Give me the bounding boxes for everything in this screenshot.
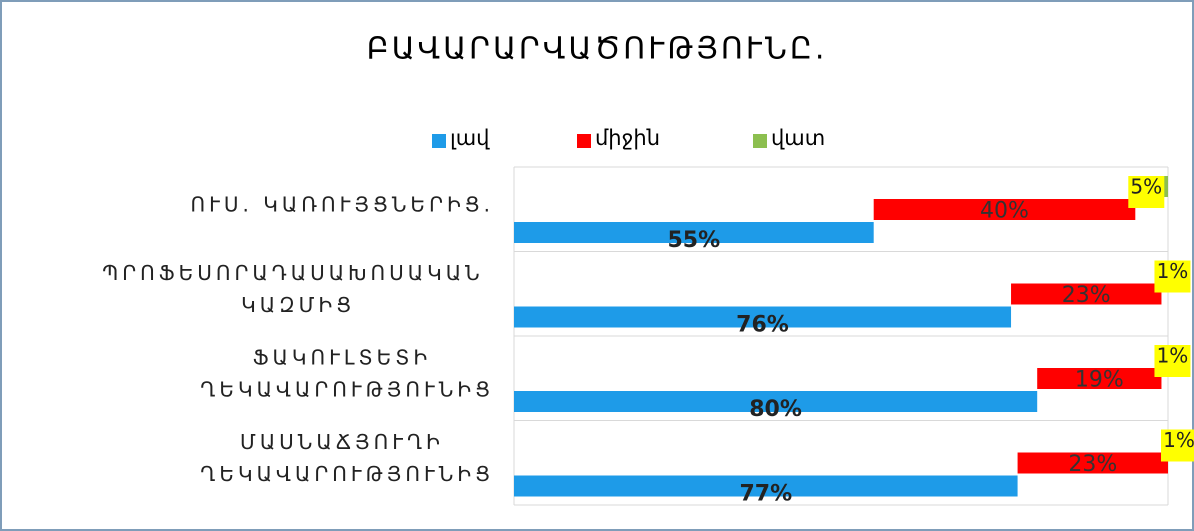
data-label: 1%	[1157, 344, 1189, 368]
bar	[1037, 368, 1162, 389]
data-label: 77%	[739, 482, 792, 507]
data-label-box	[1154, 260, 1191, 293]
chart-title: ԲԱՎԱՐԱՐՎԱԾՈՒԹՅՈՒՆԸ.	[367, 32, 828, 67]
data-label: 1%	[1163, 428, 1194, 452]
bar	[1017, 452, 1168, 474]
bar	[514, 391, 1038, 412]
data-label: 40%	[980, 199, 1029, 224]
bar	[873, 199, 1136, 220]
legend-swatch	[753, 134, 767, 148]
bar	[1011, 283, 1162, 305]
data-label-box	[1161, 429, 1194, 462]
data-label: 55%	[668, 228, 721, 253]
data-label: 80%	[749, 397, 802, 422]
legend-swatch	[432, 134, 446, 148]
data-label: 1%	[1157, 259, 1189, 283]
legend-label: լավ	[450, 126, 490, 150]
y-tick-label: ՖԱԿՈՒԼՏԵՏԻ ՂԵԿԱՎԱՐՈՒԹՅՈՒՆԻՑ	[200, 345, 494, 401]
y-tick-label: ՄԱՍՆԱՃՅՈՒՂԻ ՂԵԿԱՎԱՐՈՒԹՅՈՒՆԻՑ	[200, 429, 494, 485]
data-label: 23%	[1062, 283, 1111, 308]
data-label-box	[1154, 345, 1191, 377]
bar	[514, 306, 1012, 328]
data-label: 23%	[1068, 452, 1117, 477]
data-label: 5%	[1130, 175, 1162, 199]
data-label: 76%	[736, 313, 789, 338]
bar	[514, 222, 874, 243]
legend-label: վատ	[771, 126, 825, 150]
legend-swatch	[577, 134, 591, 148]
legend-label: միջին	[595, 126, 660, 150]
y-tick-label: ՊՐՈՖԵՍՈՐԱԴԱՍԱԽՈՍԱԿԱՆ ԿԱԶՄԻՑ	[102, 260, 494, 316]
y-tick-label: ՈՒՍ. ԿԱՌՈՒՅՑՆԵՐԻՑ.	[191, 192, 495, 216]
data-label: 19%	[1075, 368, 1124, 393]
data-label-box	[1128, 176, 1165, 208]
bar	[514, 475, 1018, 497]
